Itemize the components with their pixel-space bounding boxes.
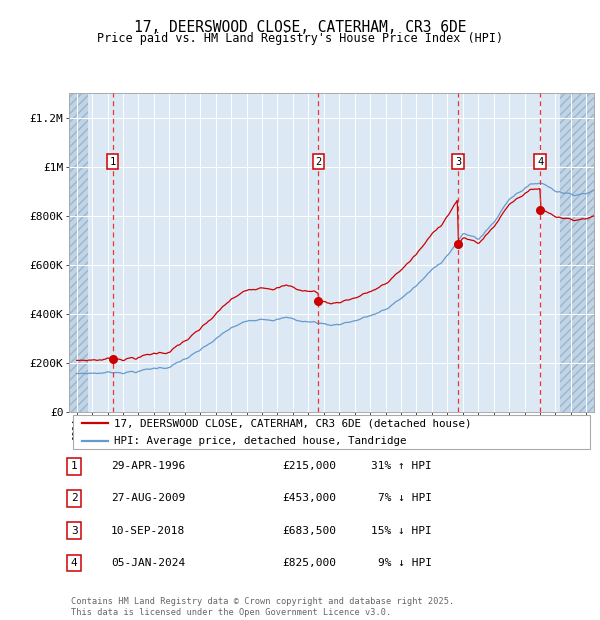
Text: 1: 1 (71, 461, 77, 471)
Text: 2: 2 (71, 494, 77, 503)
Bar (69, 93, 88, 412)
FancyBboxPatch shape (73, 415, 590, 450)
Text: £825,000: £825,000 (282, 558, 336, 568)
Text: 17, DEERSWOOD CLOSE, CATERHAM, CR3 6DE: 17, DEERSWOOD CLOSE, CATERHAM, CR3 6DE (134, 20, 466, 35)
Text: 31% ↑ HPI: 31% ↑ HPI (371, 461, 432, 471)
Text: 10-SEP-2018: 10-SEP-2018 (111, 526, 185, 536)
Text: 15% ↓ HPI: 15% ↓ HPI (371, 526, 432, 536)
Text: 7% ↓ HPI: 7% ↓ HPI (378, 494, 432, 503)
Text: 29-APR-1996: 29-APR-1996 (111, 461, 185, 471)
Text: £453,000: £453,000 (282, 494, 336, 503)
Text: £215,000: £215,000 (282, 461, 336, 471)
Text: 4: 4 (71, 558, 77, 568)
Text: 1: 1 (110, 157, 116, 167)
Text: 4: 4 (537, 157, 543, 167)
Text: 3: 3 (71, 526, 77, 536)
Text: 3: 3 (455, 157, 461, 167)
Text: Price paid vs. HM Land Registry's House Price Index (HPI): Price paid vs. HM Land Registry's House … (97, 32, 503, 45)
Text: 05-JAN-2024: 05-JAN-2024 (111, 558, 185, 568)
Text: HPI: Average price, detached house, Tandridge: HPI: Average price, detached house, Tand… (113, 436, 406, 446)
Text: Contains HM Land Registry data © Crown copyright and database right 2025.
This d: Contains HM Land Registry data © Crown c… (71, 598, 454, 617)
Text: £683,500: £683,500 (282, 526, 336, 536)
Text: 2: 2 (315, 157, 322, 167)
Text: 17, DEERSWOOD CLOSE, CATERHAM, CR3 6DE (detached house): 17, DEERSWOOD CLOSE, CATERHAM, CR3 6DE (… (113, 418, 471, 428)
Text: 9% ↓ HPI: 9% ↓ HPI (378, 558, 432, 568)
Text: 27-AUG-2009: 27-AUG-2009 (111, 494, 185, 503)
Bar (560, 93, 594, 412)
